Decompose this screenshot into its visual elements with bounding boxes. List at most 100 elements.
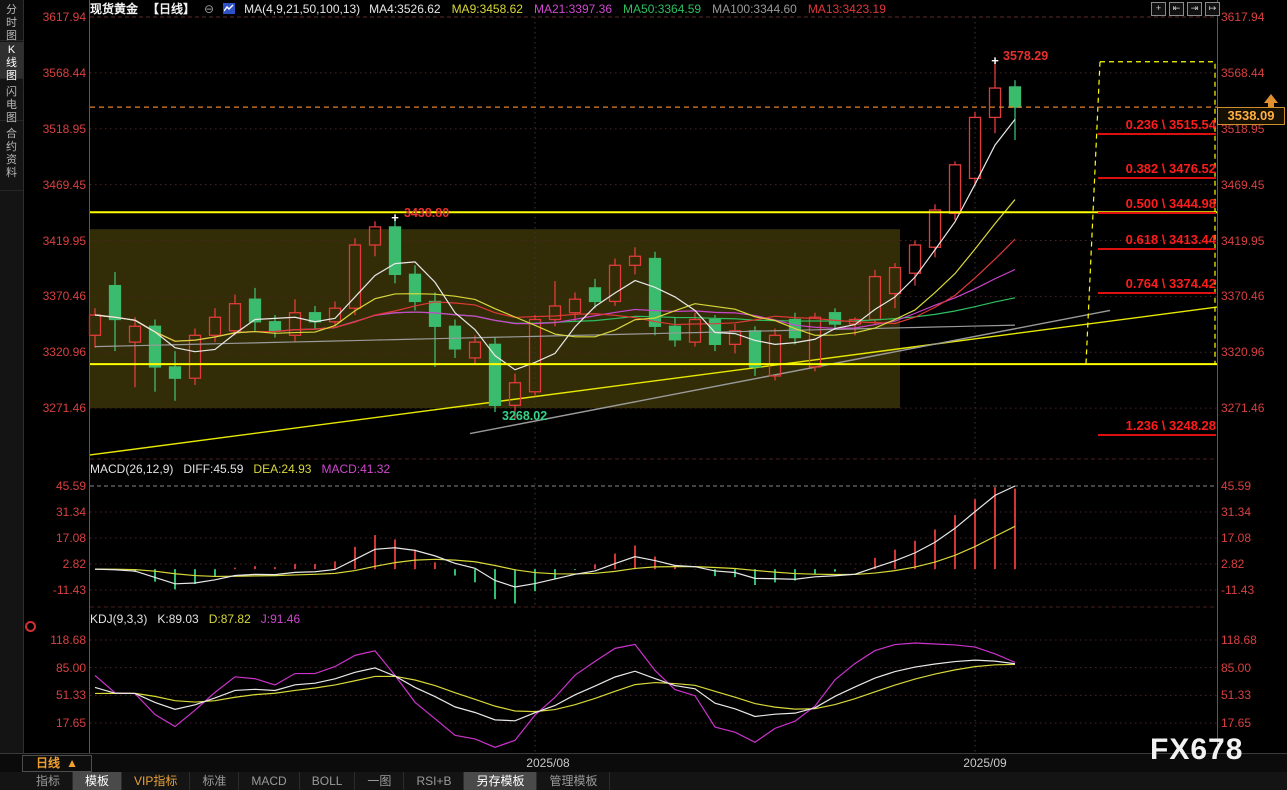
kdj-title: KDJ(9,3,3)	[90, 612, 148, 626]
price-axis-label: 3518.95	[1221, 121, 1265, 136]
macd-title: MACD(26,12,9)	[90, 462, 174, 476]
period-selector-button[interactable]: 日线 ▲	[22, 755, 92, 772]
ma-settings-label: MA(4,9,21,50,100,13)	[244, 1, 361, 16]
macd-value: MACD:41.32	[321, 462, 391, 476]
macd-pane	[90, 485, 1217, 604]
toolbar-tab[interactable]: 管理模板	[537, 772, 611, 790]
candle	[388, 219, 402, 284]
toolbar-tab[interactable]: MACD	[239, 772, 300, 790]
macd-axis-label: -11.43	[1221, 583, 1255, 597]
macd-axis-label: 2.82	[62, 557, 86, 571]
candle	[248, 287, 262, 331]
candle	[508, 373, 522, 419]
candle	[408, 265, 422, 311]
candle	[888, 263, 902, 309]
kdj-axis-label: 51.33	[1221, 688, 1252, 703]
candle	[628, 247, 642, 275]
kdj-axis-label: 17.65	[1221, 716, 1252, 730]
macd-axis-label: 2.82	[1221, 557, 1245, 571]
toolbar-tab[interactable]: RSI+B	[404, 772, 465, 790]
candle	[768, 328, 782, 381]
kdj-axis-label: 118.68	[50, 633, 86, 647]
price-axis-label: 3419.95	[42, 233, 86, 248]
price-axis-label: 3419.95	[1221, 233, 1265, 248]
main-pane	[88, 61, 1217, 456]
chart-type-sidebar: 分时图 K线图闪电图合约资料	[0, 0, 24, 753]
sidebar-item-label: 分时图	[6, 4, 17, 42]
candle	[988, 61, 1002, 134]
sidebar-item-label: 合约资料	[6, 128, 17, 179]
sidebar-item-1[interactable]: 分时图	[0, 2, 23, 42]
chart-style-icon[interactable]	[223, 3, 236, 14]
candle	[948, 161, 962, 221]
candle	[488, 337, 502, 413]
macd-axis-label: 17.08	[1221, 531, 1252, 545]
macd-axis-label: 31.34	[55, 504, 86, 519]
price-axis-label: 3271.46	[1221, 401, 1265, 416]
chevron-up-icon: ▲	[66, 756, 78, 770]
candle	[648, 251, 662, 336]
macd-value: DIFF:45.59	[183, 462, 244, 476]
sidebar-item-label: K线图	[6, 44, 17, 82]
scale-left-icon[interactable]: ⇤	[1169, 2, 1184, 16]
candle	[908, 240, 922, 286]
candle	[188, 328, 202, 385]
toolbar-tab[interactable]: BOLL	[300, 772, 356, 790]
swing-high-label: 3438.80	[404, 206, 450, 221]
macd-axis-label: 31.34	[1221, 504, 1252, 519]
trend-line	[89, 306, 1217, 456]
ma-value: MA21:3397.36	[533, 1, 613, 16]
sidebar-item-4[interactable]: 合约资料	[0, 126, 23, 191]
kdj-axis-label: 85.00	[1221, 660, 1252, 675]
last-price-tag: 3538.09	[1217, 107, 1285, 126]
symbol-name: 现货黄金	[90, 2, 139, 16]
high-cursor-cross: +	[991, 52, 999, 68]
candle	[288, 299, 302, 343]
swing-cursor-cross: +	[391, 210, 399, 226]
ma-value: MA100:3344.60	[712, 1, 797, 16]
price-axis-label: 3370.46	[42, 289, 86, 304]
period-label: 【日线】	[147, 2, 196, 16]
macd-values: DIFF:45.59 DEA:24.93 MACD:41.32	[183, 462, 390, 476]
candle	[608, 258, 622, 306]
toolbar-tab[interactable]: VIP指标	[122, 772, 191, 790]
ma-line-ma100	[94, 324, 1016, 348]
candle	[368, 221, 382, 257]
pan-tool-icon[interactable]: +	[1151, 2, 1166, 16]
kdj-axis-label: 17.65	[55, 716, 86, 730]
ma-value: MA13:3423.19	[807, 1, 886, 16]
low-price-label: 3268.02	[502, 409, 548, 424]
dea-line	[94, 525, 1016, 578]
sidebar-item-2[interactable]: K线图	[0, 42, 23, 82]
candle	[148, 319, 162, 392]
price-axis-label: 3469.45	[42, 177, 86, 192]
period-selector-label: 日线	[36, 756, 61, 770]
fib-level: 0.764 \ 3374.42	[1098, 276, 1216, 294]
toolbar-tab[interactable]: 模板	[73, 772, 123, 790]
macd-value: DEA:24.93	[253, 462, 312, 476]
candle	[1008, 80, 1022, 140]
kdj-marker-icon[interactable]	[25, 621, 36, 632]
fib-level: 0.382 \ 3476.52	[1098, 161, 1216, 179]
scale-right-icon[interactable]: ⇥	[1187, 2, 1202, 16]
toolbar-tab[interactable]: 另存模板	[464, 772, 538, 790]
macd-axis-label: -11.43	[52, 583, 86, 597]
kdj-pane-header: KDJ(9,3,3) K:89.03 D:87.82 J:91.46	[90, 612, 300, 626]
collapse-icon[interactable]: ⊖	[204, 1, 215, 16]
price-axis-label: 3617.94	[42, 10, 86, 24]
price-axis-label: 3370.46	[1221, 289, 1265, 304]
shift-axis-icon[interactable]: ↦	[1205, 2, 1220, 16]
toolbar-tab[interactable]: 指标	[24, 772, 74, 790]
bottom-toolbar: 指标 模板 VIP指标 标准 MACD BOLL 一图 RSI+B 另存模板 管理模板	[0, 772, 1287, 790]
d-line	[94, 663, 1016, 713]
candle	[808, 312, 822, 372]
toolbar-tab[interactable]: 标准	[190, 772, 240, 790]
fib-level: 0.236 \ 3515.54	[1098, 117, 1216, 135]
trend-line	[469, 309, 1111, 435]
toolbar-tab[interactable]: 一图	[355, 772, 405, 790]
sidebar-item-3[interactable]: 闪电图	[0, 84, 23, 124]
macd-axis-label: 45.59	[1221, 479, 1252, 493]
macd-axis-label: 17.08	[55, 531, 86, 545]
